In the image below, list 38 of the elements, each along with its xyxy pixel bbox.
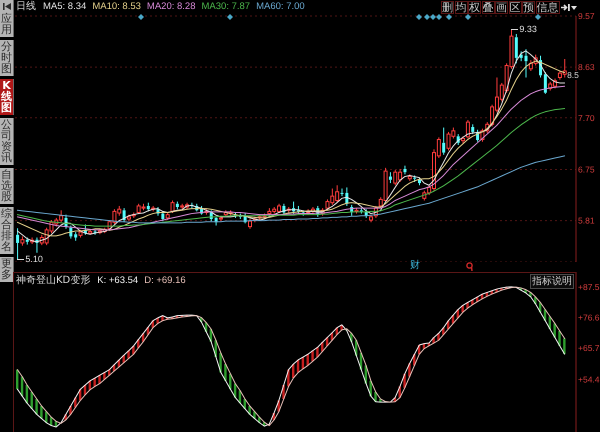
toolbar-button: 区 bbox=[508, 1, 522, 14]
toolbar-button: 均 bbox=[454, 1, 468, 14]
chart-title: 神奇登山KD变形 bbox=[16, 275, 90, 287]
side-tab: 分时图 bbox=[0, 40, 14, 76]
annotation: 9.33 bbox=[519, 24, 537, 34]
text: D: +69.16 bbox=[144, 275, 186, 287]
toolbar-button: 信息 bbox=[536, 1, 560, 14]
y-tick-label: +54.4 bbox=[578, 374, 600, 385]
toolbar-button: 叠 bbox=[482, 1, 494, 14]
side-tab: K线图 bbox=[0, 79, 14, 115]
annotation: 8.5 bbox=[567, 70, 579, 80]
side-tab: 公司资讯 bbox=[0, 118, 14, 165]
text: MA5: 8.34 bbox=[43, 1, 86, 13]
text: MA20: 8.28 bbox=[146, 1, 196, 13]
side-tab: 应用 bbox=[0, 0, 14, 37]
side-tab: 综合排名 bbox=[0, 207, 14, 254]
y-tick-label: 7.70 bbox=[578, 112, 595, 123]
toolbar-button: 删 bbox=[441, 1, 454, 14]
text: MA60: 7.00 bbox=[256, 1, 305, 13]
side-tab: 自选股 bbox=[0, 168, 14, 204]
toolbar-button: 预 bbox=[522, 1, 535, 14]
annotation: 5.10 bbox=[25, 254, 43, 264]
annotation: 财 bbox=[410, 260, 420, 271]
toolbar-button: 画 bbox=[495, 1, 508, 14]
button: 指标说明 bbox=[530, 274, 574, 289]
toolbar-button: 权 bbox=[468, 1, 481, 14]
y-tick-label: 5.81 bbox=[578, 216, 595, 226]
y-tick-label: 6.75 bbox=[578, 164, 595, 174]
y-tick-label: +87.5 bbox=[578, 282, 600, 292]
y-tick-label: 8.63 bbox=[578, 62, 595, 72]
chart-title: 日线 bbox=[16, 1, 36, 13]
y-tick-label: +65.7 bbox=[578, 343, 600, 354]
text: K: +63.54 bbox=[97, 275, 138, 287]
text: MA10: 8.53 bbox=[92, 1, 141, 13]
text: MA30: 7.87 bbox=[202, 1, 250, 13]
side-tab: 更多 bbox=[0, 257, 14, 282]
y-tick-label: 9.57 bbox=[578, 11, 595, 22]
y-tick-label: +76.6 bbox=[578, 312, 600, 323]
